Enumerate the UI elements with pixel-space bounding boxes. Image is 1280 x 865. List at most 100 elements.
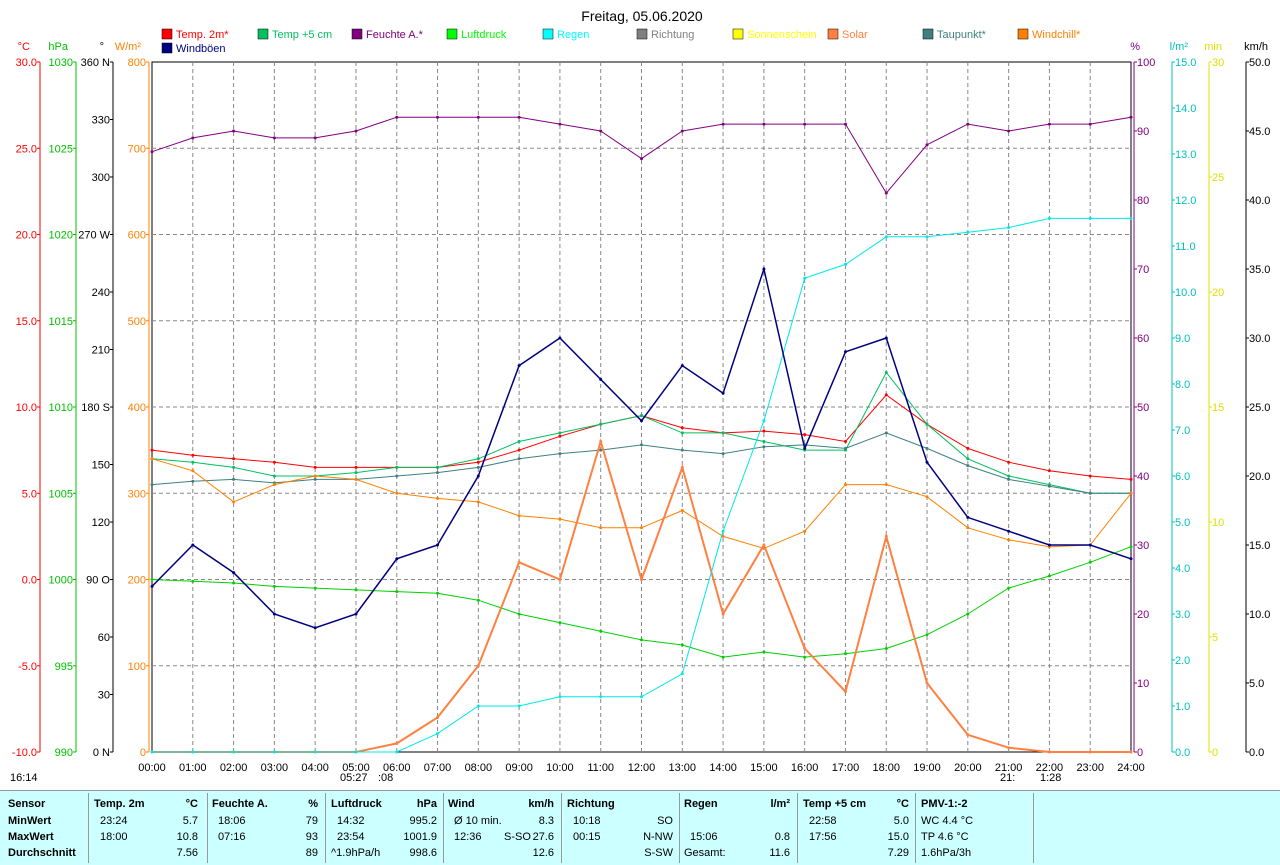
point-taupunkt [150, 483, 154, 487]
legend-swatch [542, 28, 554, 40]
point-windb-en [354, 612, 358, 616]
rain-tick-label: 6.0 [1175, 471, 1190, 483]
point-windchill [150, 457, 154, 461]
stats-rain-max-time: 15:06 [690, 831, 718, 843]
point-temp-5-cm [191, 460, 195, 464]
point-taupunkt [436, 471, 439, 475]
point-temp-5-cm [680, 431, 684, 435]
point-taupunkt [232, 477, 236, 481]
pressure-tick-label: 1010 [49, 402, 73, 414]
stats-pressure-title: Luftdruck [331, 798, 382, 810]
stats-temp5-max: 15.0 [887, 831, 909, 843]
time-tick-label: 23:00 [1076, 762, 1104, 774]
point-luftdruck [1007, 586, 1011, 590]
divider [1033, 793, 1034, 863]
point-regen [354, 750, 358, 754]
point-taupunkt [558, 452, 562, 456]
stats-wind-max: 27.6 [532, 831, 554, 843]
time-tick-label: 03:00 [261, 762, 289, 774]
point-temp-5-cm [354, 471, 358, 475]
rain-tick-label: 1.0 [1175, 701, 1190, 713]
time-tick-label: 04:00 [301, 762, 329, 774]
point-regen [762, 419, 766, 423]
point-regen [517, 704, 521, 708]
point-windb-en [1088, 543, 1092, 547]
sunset-time: 21: [1000, 772, 1015, 784]
point-windb-en [844, 350, 847, 354]
point-regen [1088, 216, 1092, 220]
stats-direction-min: SO [657, 815, 673, 827]
point-temp-2m [150, 448, 154, 452]
sun-events: 16:14 05:27:08 21: 1:28 [10, 772, 1061, 784]
point-regen [599, 695, 603, 699]
point-windchill [354, 477, 358, 481]
point-taupunkt [844, 446, 847, 450]
point-windchill [558, 517, 562, 521]
humidity-tick-label: 0 [1137, 747, 1143, 759]
point-temp-2m [558, 434, 562, 438]
time-tick-label: 12:00 [628, 762, 656, 774]
wind-tick-label: 0.0 [1249, 747, 1264, 759]
time-tick-label: 13:00 [669, 762, 697, 774]
direction-tick-label: 270 W [78, 230, 110, 242]
stats-wind: Wind km/h Ø 10 min. 8.3 12:36 S-SO 27.6 12.6 [448, 795, 558, 861]
point-windchill [476, 500, 480, 504]
point-solar [1007, 746, 1011, 750]
point-solar [476, 664, 480, 668]
point-temp-2m [517, 448, 521, 452]
time-tick-label: 17:00 [832, 762, 860, 774]
point-solar [1129, 750, 1133, 754]
temp-tick-label: 10.0 [16, 402, 37, 414]
point-feuchte-a [1129, 115, 1133, 119]
temp-tick-label: -5.0 [18, 661, 37, 673]
temp-tick-label: 0.0 [22, 575, 37, 587]
point-luftdruck [925, 633, 929, 637]
stats-pressure-trend: ^1.9hPa/h [331, 847, 381, 859]
stats-temp-unit: °C [185, 798, 198, 810]
point-solar [599, 440, 603, 443]
legend-label: Feuchte A.* [366, 29, 424, 41]
point-regen [803, 276, 807, 280]
wind-tick-label: 20.0 [1249, 471, 1270, 483]
stats-wind-max-dir: S-SO [504, 831, 531, 843]
time-tick-label: 24:00 [1117, 762, 1145, 774]
point-regen [232, 750, 236, 754]
rain-tick-label: 5.0 [1175, 517, 1190, 529]
temp-tick-label: 15.0 [16, 316, 37, 328]
point-temp-2m [354, 465, 358, 469]
legend-label: Temp +5 cm [272, 29, 332, 41]
stats-direction-avg: S-SW [644, 847, 673, 859]
legend-label: Taupunkt* [937, 29, 987, 41]
point-windb-en [476, 474, 480, 478]
point-taupunkt [680, 448, 684, 452]
point-luftdruck [762, 650, 766, 654]
humidity-tick-label: 70 [1137, 264, 1149, 276]
stats-humidity: Feuchte A.% 18:06 79 07:16 93 89 [212, 795, 322, 861]
point-temp-5-cm [762, 440, 766, 443]
time-tick-label: 22:00 [1036, 762, 1064, 774]
legend-label: Windchill* [1032, 29, 1081, 41]
point-luftdruck [436, 591, 439, 595]
point-regen [1047, 216, 1051, 220]
point-taupunkt [476, 465, 480, 469]
direction-tick-label: 150 [92, 460, 110, 472]
stats-rain-unit: l/m² [770, 798, 790, 810]
point-windb-en [599, 377, 603, 381]
stats-humidity-min: 79 [305, 815, 318, 827]
point-temp-2m [313, 465, 317, 469]
pressure-tick-label: 995 [55, 661, 73, 673]
stats-temp-max: 10.8 [176, 831, 198, 843]
point-temp-2m [1047, 469, 1051, 473]
point-feuchte-a [762, 122, 766, 126]
point-solar [966, 733, 970, 737]
point-feuchte-a [191, 136, 195, 140]
wind-tick-label: 10.0 [1249, 609, 1270, 621]
time-tick-label: 02:00 [220, 762, 248, 774]
sunshine-tick-label: 0 [1212, 747, 1218, 759]
point-temp-5-cm [436, 465, 439, 469]
wind-tick-label: 45.0 [1249, 126, 1270, 138]
stats-temp-min: 5.7 [182, 815, 198, 827]
stats-temp5-avg: 7.29 [887, 847, 909, 859]
point-feuchte-a [232, 129, 236, 133]
stats-wind-min-label: Ø 10 min. [454, 815, 502, 827]
